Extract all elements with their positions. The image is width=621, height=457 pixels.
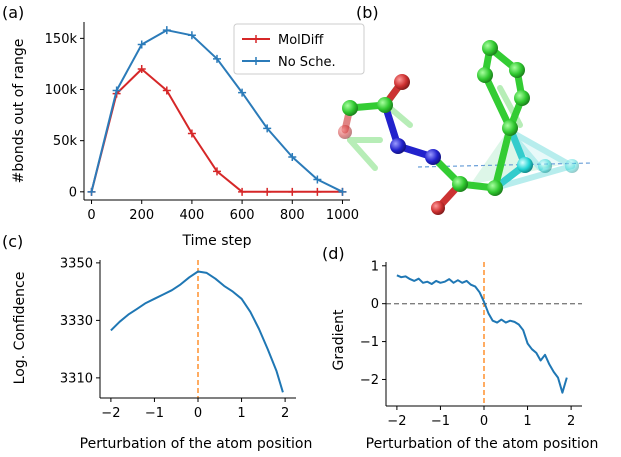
- atom-oxygen-ghost: [338, 125, 352, 139]
- chart-d-xlabel: Perturbation of the atom position: [366, 436, 599, 452]
- y-tick-label: 50k: [53, 134, 78, 149]
- atom-oxygen: [431, 201, 445, 215]
- atom-nitrogen: [425, 149, 441, 165]
- atoms: [338, 40, 579, 215]
- atom-carbon: [342, 100, 358, 116]
- chart-d-gradient: −2 −1 0 1 2 1 0 −1 −2 Perturbation of the atom p…: [331, 259, 598, 452]
- x-tick-label: 400: [179, 208, 204, 223]
- atom-carbon: [502, 120, 518, 136]
- atom-carbon: [452, 176, 468, 192]
- data-point-marker: [263, 187, 272, 196]
- x-tick-label: 600: [230, 208, 255, 223]
- atom-carbon: [477, 67, 493, 83]
- data-point-marker: [87, 187, 96, 196]
- data-point-marker: [288, 153, 297, 162]
- x-tick-label: 0: [480, 414, 488, 429]
- data-point-marker: [137, 40, 146, 49]
- x-tick-label: −2: [387, 414, 406, 429]
- x-tick-label: 800: [280, 208, 305, 223]
- x-tick-label: 1000: [326, 208, 359, 223]
- y-tick-label: −1: [360, 335, 379, 350]
- y-tick-label: 3310: [60, 371, 93, 386]
- legend-label-nosche: No Sche.: [278, 55, 336, 70]
- chart-a-legend: MolDiff No Sche.: [233, 23, 365, 75]
- atom-carbon: [514, 90, 530, 106]
- chart-c-log-confidence: −2 −1 0 1 2 3310 3330 3350 Perturbation of the …: [12, 256, 312, 452]
- atom-perturbed-ghost: [538, 159, 552, 173]
- chart-c-xlabel: Perturbation of the atom position: [80, 436, 313, 452]
- data-point-marker: [187, 129, 196, 138]
- atom-carbon: [377, 97, 393, 113]
- x-tick-label: 2: [281, 406, 289, 421]
- y-tick-label: −2: [360, 373, 379, 388]
- data-point-marker: [112, 86, 121, 95]
- y-tick-label: 0: [69, 185, 77, 200]
- y-tick-label: 0: [371, 297, 379, 312]
- series-line: [110, 270, 284, 393]
- molecule-illustration: [338, 40, 593, 215]
- y-tick-label: 100k: [45, 83, 78, 98]
- atom-perturbed-ghost: [565, 159, 579, 173]
- atom-carbon: [509, 62, 525, 78]
- data-point-marker: [137, 65, 146, 74]
- data-point-marker: [263, 124, 272, 133]
- series-line: [396, 274, 568, 394]
- legend-entry-moldiff: MolDiff: [242, 33, 324, 48]
- legend-marker-moldiff: [252, 35, 260, 43]
- data-point-marker: [162, 26, 171, 35]
- x-tick-label: −1: [431, 414, 450, 429]
- data-point-marker: [338, 187, 347, 196]
- panel-label-a: (a): [2, 3, 24, 22]
- data-point-marker: [213, 54, 221, 63]
- data-point-marker: [238, 88, 247, 97]
- atom-perturbed: [517, 157, 533, 173]
- y-tick-label: 150k: [45, 32, 78, 47]
- chart-a-xlabel: Time step: [182, 233, 252, 249]
- y-tick-label: 1: [371, 259, 379, 274]
- chart-c-ylabel: Log. Confidence: [12, 272, 28, 385]
- panel-label-d: (d): [322, 244, 345, 263]
- data-point-marker: [187, 31, 196, 40]
- data-point-marker: [313, 175, 322, 184]
- chart-a-ylabel: #bonds out of range: [11, 39, 27, 184]
- y-tick-label: 3330: [60, 314, 93, 329]
- x-tick-label: −1: [145, 406, 164, 421]
- legend-label-moldiff: MolDiff: [278, 33, 324, 48]
- data-point-marker: [313, 187, 322, 196]
- atom-carbon: [487, 180, 503, 196]
- x-tick-label: −2: [101, 406, 120, 421]
- atom-oxygen: [394, 74, 410, 90]
- legend-marker-nosche: [252, 57, 260, 65]
- data-point-marker: [288, 187, 297, 196]
- chart-d-ylabel: Gradient: [331, 309, 347, 370]
- x-tick-label: 1: [237, 406, 245, 421]
- x-tick-label: 0: [194, 406, 202, 421]
- data-point-marker: [162, 86, 171, 95]
- x-tick-label: 2: [567, 414, 575, 429]
- x-tick-label: 200: [129, 208, 154, 223]
- ghost-bonds: [347, 85, 575, 191]
- panel-label-b: (b): [356, 3, 379, 22]
- x-tick-label: 1: [523, 414, 531, 429]
- data-point-marker: [213, 167, 221, 176]
- legend-entry-nosche: No Sche.: [242, 55, 336, 70]
- atom-nitrogen: [390, 138, 406, 154]
- x-tick-label: 0: [87, 208, 95, 223]
- panel-label-c: (c): [2, 232, 23, 251]
- data-point-marker: [238, 187, 247, 196]
- y-tick-label: 3350: [60, 256, 93, 271]
- atom-carbon: [482, 40, 498, 56]
